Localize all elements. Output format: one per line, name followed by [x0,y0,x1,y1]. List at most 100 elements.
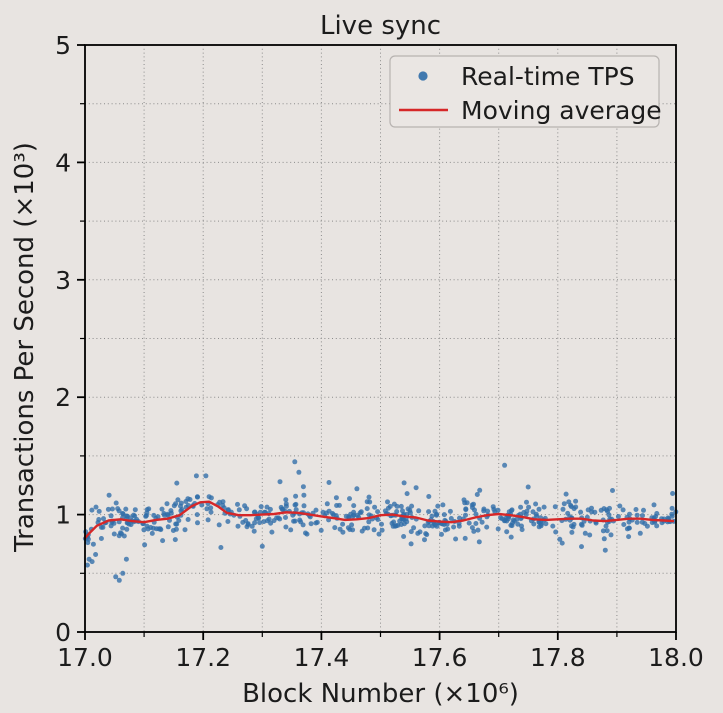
scatter-point [304,531,310,537]
scatter-point [371,527,377,533]
scatter-point [293,493,299,499]
x-tick-label: 17.4 [294,643,350,672]
scatter-point [362,525,367,531]
scatter-point [413,485,419,491]
scatter-point [251,509,257,515]
scatter-point [634,519,640,525]
scatter-point [252,520,258,526]
scatter-point [175,497,181,503]
scatter-point [261,519,267,525]
scatter-point [578,509,584,515]
scatter-point [573,504,579,510]
scatter-point [93,504,99,510]
scatter-point [157,526,163,532]
scatter-point [113,500,119,506]
x-tick-label: 17.6 [412,643,468,672]
scatter-point [461,497,467,503]
scatter-point [340,521,346,527]
scatter-point [391,519,397,525]
scatter-point [426,494,432,499]
scatter-point [172,537,178,543]
scatter-point [457,515,462,521]
legend-box [389,55,660,128]
scatter-point [475,527,481,533]
scatter-point [592,509,598,515]
scatter-point [296,469,302,475]
scatter-point [521,510,527,515]
scatter-point [170,528,176,533]
scatter-point [476,539,482,545]
scatter-point [277,516,283,522]
scatter-point [267,506,273,512]
scatter-point [543,521,549,527]
scatter-point [504,529,510,535]
scatter-point [426,509,432,515]
scatter-point [185,517,191,522]
scatter-point [604,528,610,534]
scatter-point [235,501,240,507]
scatter-point [366,512,372,518]
scatter-point [484,524,490,530]
scatter-point [600,528,606,534]
scatter-point [375,509,381,515]
scatter-point [426,523,432,529]
scatter-point [602,547,608,553]
scatter-point [633,507,639,512]
scatter-point [187,497,193,502]
y-tick-label: 2 [55,383,71,412]
scatter-point [492,509,498,515]
scatter-point [144,510,150,516]
scatter-point [119,531,124,537]
scatter-point [205,517,211,523]
scatter-point [318,527,324,533]
scatter-point [292,459,298,465]
scatter-point [364,506,370,512]
scatter-point [278,504,284,510]
scatter-point [161,511,167,516]
scatter-point [453,536,459,542]
scatter-point [266,516,272,522]
scatter-point [367,499,373,505]
scatter-point [208,505,214,511]
scatter-point [376,531,382,537]
scatter-point [447,508,453,514]
scatter-point [349,522,355,528]
scatter-point [182,527,188,533]
scatter-point [89,507,95,513]
scatter-point [372,504,378,510]
scatter-point [502,462,508,468]
scatter-point [283,497,289,503]
scatter-point [347,496,352,502]
data-layer [82,459,679,583]
scatter-point [120,570,126,576]
y-tick-label: 1 [55,501,71,530]
scatter-point [634,512,640,518]
scatter-point [608,532,614,538]
scatter-point [415,530,421,536]
scatter-point [606,512,612,518]
x-axis-label: Block Number (×10⁶) [242,679,519,709]
scatter-point [515,521,521,527]
scatter-point [308,521,314,527]
scatter-point [301,503,307,509]
scatter-point [579,544,584,550]
scatter-point [293,507,299,513]
scatter-point [235,523,241,529]
scatter-point [249,523,255,529]
scatter-point [641,507,646,513]
scatter-point [395,522,401,528]
scatter-point [610,488,615,493]
scatter-point [313,507,319,513]
scatter-point [397,518,403,524]
scatter-point [573,498,579,504]
scatter-point [145,526,151,532]
scatter-point [463,512,468,518]
scatter-point [481,506,487,512]
scatter-point [379,521,384,527]
scatter-point [90,541,96,547]
scatter-point [477,487,483,493]
scatter-point [479,519,485,525]
scatter-point [253,516,259,522]
y-axis-label: Transactions Per Second (×10³) [10,142,40,553]
scatter-point [93,552,99,557]
